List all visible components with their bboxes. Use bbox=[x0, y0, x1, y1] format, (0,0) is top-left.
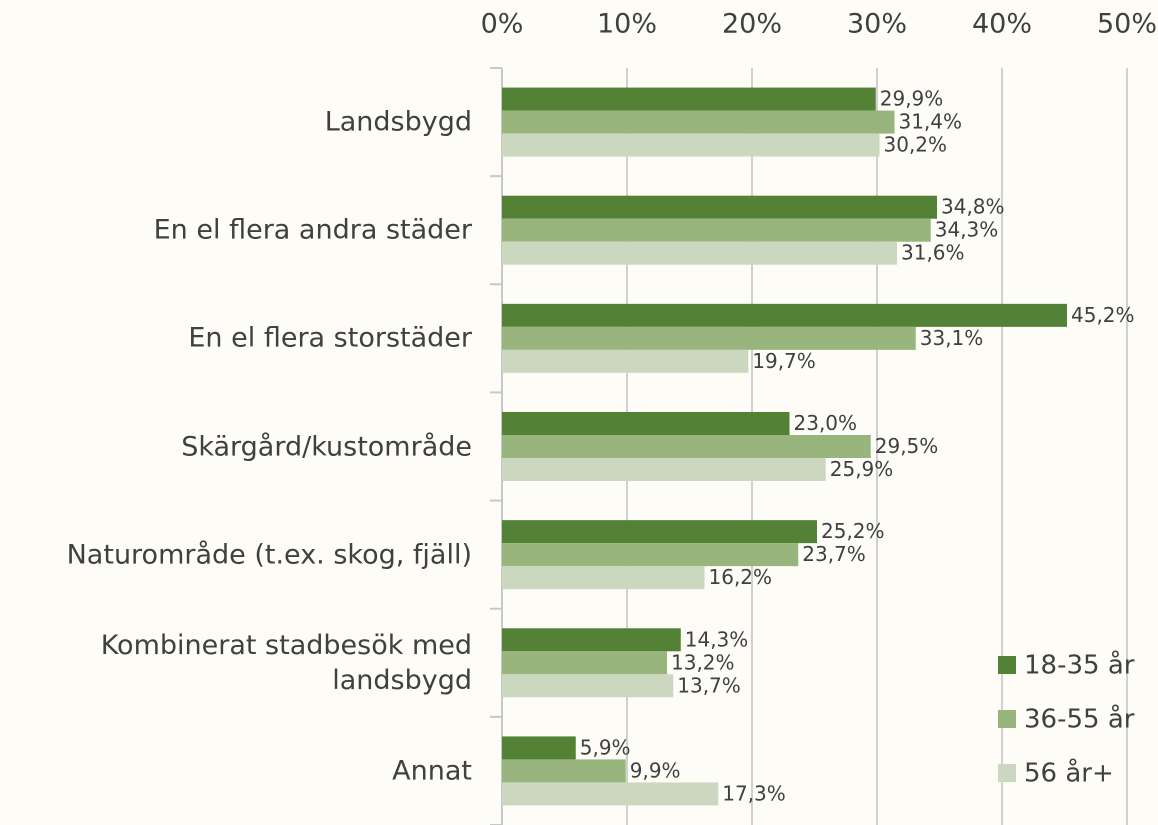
bar bbox=[502, 303, 1067, 327]
category-label: Kombinerat stadbesök med landsbygd bbox=[100, 629, 472, 696]
value-label: 31,4% bbox=[899, 110, 963, 134]
x-tick-label: 50% bbox=[1097, 9, 1157, 40]
bar bbox=[502, 566, 705, 590]
bar bbox=[502, 87, 876, 111]
bar bbox=[502, 458, 826, 481]
bar bbox=[502, 218, 931, 242]
value-label: 17,3% bbox=[722, 781, 786, 805]
value-label: 19,7% bbox=[752, 349, 816, 373]
bar bbox=[502, 736, 576, 760]
bar bbox=[502, 543, 799, 567]
value-label: 33,1% bbox=[920, 326, 984, 350]
category-label: Naturområde (t.ex. skog, fjäll) bbox=[66, 539, 472, 571]
bar bbox=[502, 674, 674, 698]
value-label: 9,9% bbox=[630, 758, 681, 782]
value-label: 13,7% bbox=[677, 673, 741, 697]
x-tick-label: 40% bbox=[972, 9, 1032, 40]
category-label: Annat bbox=[392, 755, 472, 787]
bar bbox=[502, 651, 667, 675]
bar bbox=[502, 349, 749, 373]
legend-label: 36-55 år bbox=[1024, 704, 1135, 735]
bar bbox=[502, 110, 895, 134]
legend-label: 18-35 år bbox=[1024, 650, 1135, 681]
bar bbox=[502, 520, 817, 544]
value-label: 23,0% bbox=[794, 411, 858, 435]
x-tick-label: 30% bbox=[847, 9, 907, 40]
bar bbox=[502, 241, 897, 265]
bar bbox=[502, 195, 937, 219]
bar bbox=[502, 435, 871, 458]
value-label: 16,2% bbox=[709, 565, 773, 589]
value-label: 45,2% bbox=[1071, 303, 1135, 327]
value-label: 25,9% bbox=[830, 457, 894, 481]
value-label: 34,8% bbox=[941, 195, 1005, 219]
legend-swatch bbox=[998, 710, 1016, 728]
bar bbox=[502, 133, 880, 157]
legend-swatch bbox=[998, 764, 1016, 782]
category-label: Skärgård/kustområde bbox=[181, 430, 472, 462]
bar bbox=[502, 412, 790, 435]
value-label: 31,6% bbox=[901, 241, 965, 265]
category-label: En el flera andra städer bbox=[153, 214, 472, 246]
value-label: 13,2% bbox=[671, 650, 735, 674]
value-label: 25,2% bbox=[821, 519, 885, 543]
x-tick-label: 10% bbox=[597, 9, 657, 40]
value-label: 34,3% bbox=[935, 218, 999, 242]
value-label: 29,5% bbox=[875, 434, 939, 458]
bar bbox=[502, 326, 916, 350]
value-label: 14,3% bbox=[685, 627, 749, 651]
category-label: Landsbygd bbox=[324, 106, 472, 138]
value-label: 23,7% bbox=[802, 542, 866, 566]
value-label: 29,9% bbox=[880, 87, 944, 111]
bar bbox=[502, 628, 681, 652]
category-label: En el flera storstäder bbox=[188, 322, 472, 354]
bar bbox=[502, 782, 719, 806]
x-tick-label: 20% bbox=[722, 9, 782, 40]
legend-swatch bbox=[998, 656, 1016, 674]
value-label: 5,9% bbox=[580, 735, 631, 759]
value-label: 30,2% bbox=[884, 133, 948, 157]
x-tick-label: 0% bbox=[481, 9, 524, 40]
bar bbox=[502, 759, 626, 783]
legend-label: 56 år+ bbox=[1024, 758, 1114, 789]
